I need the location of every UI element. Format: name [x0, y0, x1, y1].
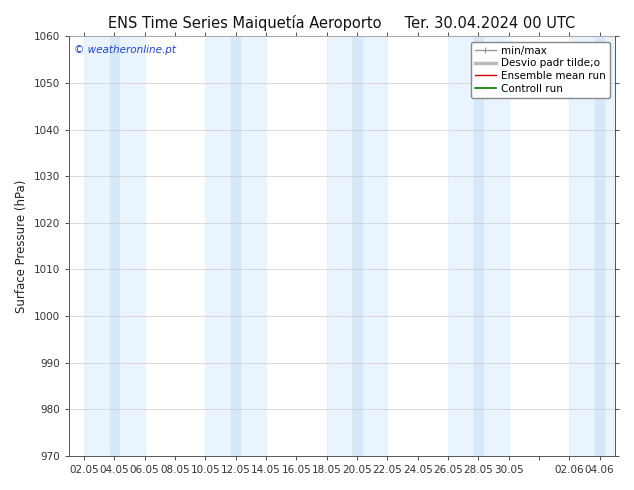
Legend: min/max, Desvio padr tilde;o, Ensemble mean run, Controll run: min/max, Desvio padr tilde;o, Ensemble m… [470, 42, 610, 98]
Bar [110, 36, 119, 456]
Bar [231, 36, 240, 456]
Bar [353, 36, 361, 456]
Title: ENS Time Series Maiquetía Aeroporto     Ter. 30.04.2024 00 UTC: ENS Time Series Maiquetía Aeroporto Ter.… [108, 15, 576, 31]
Bar [474, 36, 483, 456]
Bar [595, 36, 604, 456]
Bar [205, 36, 266, 456]
Y-axis label: Surface Pressure (hPa): Surface Pressure (hPa) [15, 179, 28, 313]
Text: © weatheronline.pt: © weatheronline.pt [74, 45, 176, 55]
Bar [327, 36, 387, 456]
Bar [84, 36, 145, 456]
Bar [569, 36, 630, 456]
Bar [448, 36, 508, 456]
